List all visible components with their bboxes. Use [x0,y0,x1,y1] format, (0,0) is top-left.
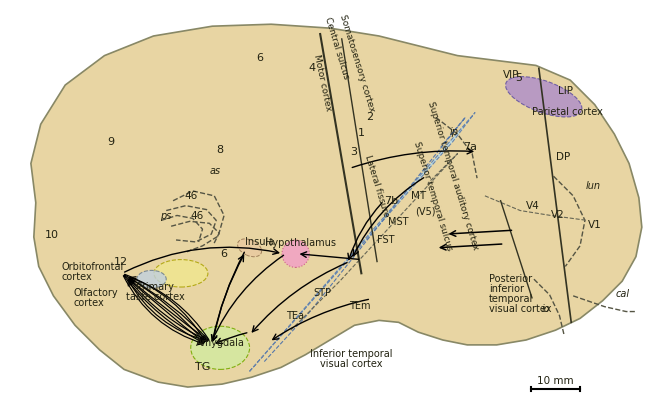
Text: V4: V4 [526,201,540,211]
Text: Superior temporal auditory cortex: Superior temporal auditory cortex [426,101,480,252]
Text: Olfactory: Olfactory [73,288,118,298]
Text: Posterior: Posterior [489,274,532,284]
Ellipse shape [154,260,208,287]
Text: MT: MT [411,191,426,201]
Text: visual cortex: visual cortex [320,358,383,369]
Text: Orbitofrontal: Orbitofrontal [61,262,124,272]
Text: 8: 8 [216,145,224,155]
Text: Superior temporal sulcus: Superior temporal sulcus [412,140,454,252]
Text: 12: 12 [114,256,128,267]
Text: 46: 46 [184,191,197,201]
Text: cal: cal [615,289,629,299]
Text: visual cortex: visual cortex [489,304,551,314]
Text: 6: 6 [220,249,228,259]
Text: Motor cortex: Motor cortex [312,54,332,112]
Text: as: as [210,166,221,176]
Text: lun: lun [585,181,600,191]
Text: ps: ps [161,211,172,222]
Text: LIP: LIP [558,86,573,96]
Ellipse shape [137,270,166,288]
Text: io: io [542,304,550,314]
Text: 10: 10 [45,230,59,240]
Text: inferior: inferior [489,284,524,294]
Text: Somatosensory cortex: Somatosensory cortex [338,14,376,113]
Text: 7a: 7a [463,142,477,152]
Text: Amygdala: Amygdala [195,338,245,348]
Text: (V5): (V5) [415,206,436,217]
Text: Hypothalamus: Hypothalamus [265,238,336,248]
Text: ip: ip [450,127,459,137]
Text: taste cortex: taste cortex [126,292,185,302]
Text: 4: 4 [309,63,316,73]
Ellipse shape [191,326,249,369]
Polygon shape [249,113,475,372]
Text: VIP: VIP [503,70,520,80]
Ellipse shape [238,239,262,257]
Text: TEm: TEm [349,301,370,311]
Text: temporal: temporal [489,294,533,304]
Text: TG: TG [195,363,210,372]
Text: 46: 46 [190,211,203,222]
Text: TEa: TEa [286,312,304,321]
Ellipse shape [505,76,582,117]
Text: Inferior temporal: Inferior temporal [311,349,393,359]
Text: 9: 9 [108,137,115,147]
Text: MST: MST [388,217,409,227]
Text: Primary: Primary [136,282,174,292]
Text: 5: 5 [515,73,522,83]
Text: STP: STP [313,288,331,298]
Text: 6: 6 [256,53,263,62]
Text: cortex: cortex [61,272,92,282]
Text: FST: FST [377,235,395,245]
Text: 3: 3 [350,147,357,157]
Polygon shape [31,24,642,387]
Text: 1: 1 [358,128,365,138]
Text: cortex: cortex [73,298,104,308]
Text: DP: DP [556,152,570,162]
Text: 2: 2 [366,112,373,122]
Text: 10 mm: 10 mm [537,376,574,386]
Text: 7b: 7b [384,196,398,206]
Text: Parietal cortex: Parietal cortex [532,108,603,118]
Text: Insula: Insula [245,237,274,247]
Text: V2: V2 [551,210,565,220]
Text: Central sulcus: Central sulcus [323,16,351,80]
Text: V1: V1 [588,220,601,230]
Text: Lateral fissure: Lateral fissure [363,154,391,218]
Circle shape [282,240,309,268]
